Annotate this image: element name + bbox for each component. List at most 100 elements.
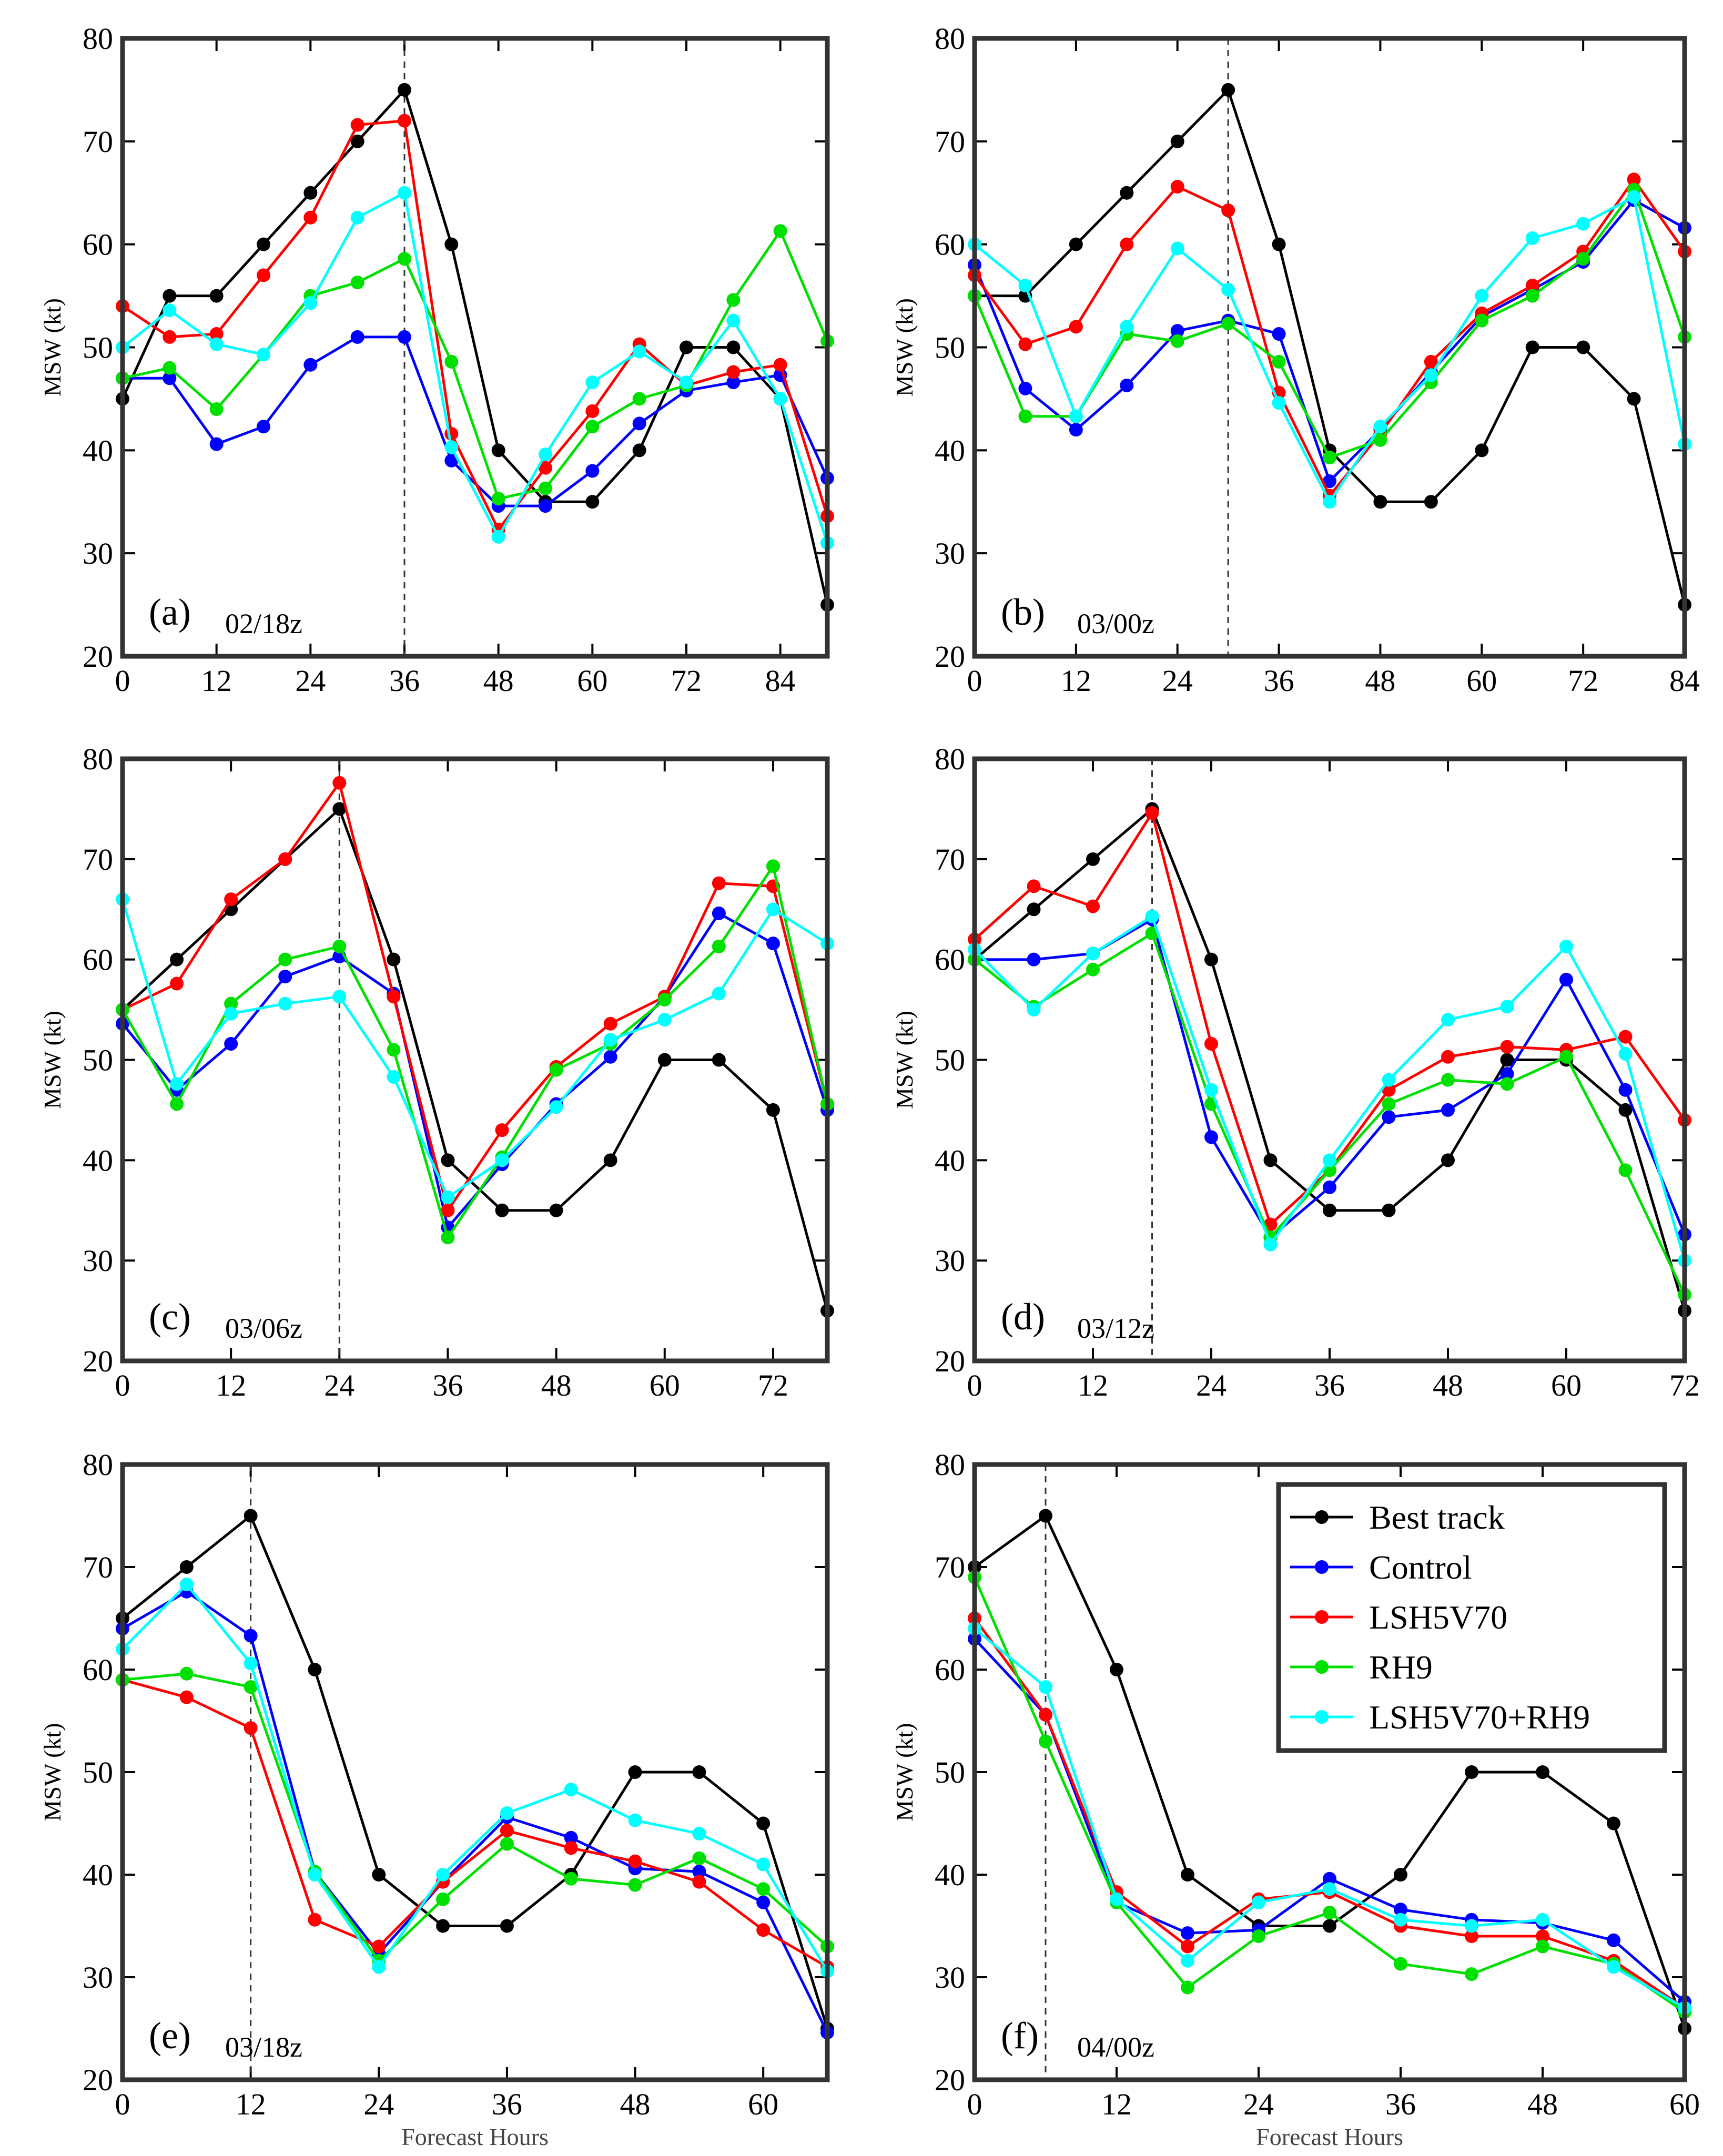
- y-tick-label: 80: [935, 1448, 965, 1482]
- x-tick-label: 0: [115, 1368, 130, 1402]
- y-tick-label: 50: [935, 1043, 965, 1077]
- data-point-rh9: [1618, 1163, 1633, 1177]
- series-line-best: [121, 87, 829, 605]
- chart-panel: 20 30 40 50 60 70 80 0 12 24 36 48 60 72 84 MSW (kt) (b)…: [891, 22, 1700, 698]
- data-point-combo: [436, 1868, 450, 1882]
- data-point-best: [1607, 1816, 1620, 1830]
- data-point-rh9: [1394, 1957, 1407, 1971]
- y-tick-label: 60: [83, 228, 113, 262]
- data-point-control: [632, 416, 646, 431]
- data-point-combo: [1252, 1895, 1265, 1909]
- data-point-best: [1525, 340, 1539, 354]
- data-point-control: [1018, 381, 1032, 395]
- y-tick-label: 20: [935, 1344, 965, 1378]
- data-point-lsh: [628, 1854, 642, 1868]
- data-point-combo: [1394, 1913, 1407, 1927]
- data-point-rh9: [1221, 317, 1235, 331]
- y-tick-label: 60: [935, 228, 965, 262]
- data-point-combo: [539, 448, 552, 462]
- legend-marker-combo: [1315, 1710, 1329, 1724]
- data-point-best: [1500, 1053, 1514, 1067]
- data-point-rh9: [170, 1097, 184, 1111]
- data-point-rh9: [773, 224, 787, 238]
- series-line-rh9: [122, 1672, 828, 1963]
- data-point-combo: [726, 313, 741, 328]
- data-point-combo: [1441, 1013, 1455, 1027]
- series-line-combo: [121, 1582, 829, 1972]
- x-tick-label: 0: [967, 1368, 982, 1402]
- data-point-best: [495, 1203, 509, 1217]
- data-point-rh9: [441, 1230, 455, 1245]
- data-point-combo: [1576, 217, 1590, 231]
- data-point-best: [1181, 1868, 1194, 1882]
- data-point-lsh: [1039, 1707, 1052, 1722]
- data-point-rh9: [585, 420, 600, 434]
- data-point-lsh: [1424, 354, 1438, 369]
- data-point-lsh: [163, 330, 177, 344]
- data-point-rh9: [163, 361, 177, 375]
- data-point-rh9: [1323, 451, 1336, 465]
- y-tick-label: 20: [83, 1344, 113, 1378]
- data-point-best: [170, 952, 184, 967]
- y-tick-label: 20: [935, 2063, 965, 2097]
- data-point-lsh: [398, 114, 411, 128]
- data-point-rh9: [436, 1892, 450, 1906]
- data-point-combo: [1618, 1047, 1633, 1061]
- y-tick-label: 50: [83, 331, 113, 365]
- data-point-combo: [1536, 1913, 1549, 1927]
- y-tick-label: 50: [935, 331, 965, 365]
- data-point-best: [657, 1053, 672, 1067]
- data-point-combo: [387, 1070, 401, 1084]
- x-tick-label: 36: [432, 1368, 463, 1402]
- data-point-control: [1069, 423, 1083, 437]
- panel-letter: (d): [1001, 1296, 1045, 1338]
- data-point-rh9: [1441, 1073, 1455, 1087]
- data-point-best: [712, 1053, 726, 1067]
- data-point-lsh: [257, 268, 270, 282]
- data-point-combo: [564, 1783, 578, 1797]
- data-point-best: [398, 83, 411, 97]
- data-point-combo: [1145, 909, 1159, 923]
- x-tick-label: 24: [1243, 2087, 1274, 2121]
- y-axis-label: MSW (kt): [891, 298, 918, 396]
- data-point-best: [680, 340, 693, 354]
- y-tick-label: 40: [935, 1858, 965, 1892]
- data-point-control: [1500, 1067, 1514, 1081]
- data-point-rh9: [278, 952, 292, 967]
- data-point-rh9: [1559, 1050, 1573, 1064]
- data-point-best: [436, 1919, 450, 1933]
- data-point-control: [1441, 1103, 1455, 1117]
- data-point-rh9: [657, 993, 672, 1006]
- data-point-best: [1272, 237, 1286, 251]
- data-point-control: [539, 499, 552, 513]
- x-tick-label: 12: [1061, 664, 1091, 698]
- data-point-best: [1382, 1203, 1396, 1217]
- data-point-control: [1181, 1926, 1194, 1940]
- data-point-lsh: [603, 1016, 617, 1031]
- data-point-lsh: [303, 210, 318, 225]
- data-point-combo: [1323, 1153, 1336, 1167]
- data-point-lsh: [170, 977, 184, 991]
- data-point-control: [603, 1050, 617, 1064]
- data-point-rh9: [1170, 334, 1184, 348]
- plot-frame: [120, 36, 830, 659]
- series-line-lsh: [122, 1679, 828, 1968]
- y-tick-label: 30: [935, 1244, 965, 1278]
- data-point-best: [1069, 237, 1083, 251]
- y-tick-label: 80: [83, 742, 113, 776]
- series-line-best: [974, 807, 1686, 1311]
- data-point-best: [632, 443, 646, 457]
- x-tick-label: 72: [1568, 664, 1598, 698]
- panel-time: 03/06z: [225, 1313, 302, 1344]
- data-point-lsh: [1170, 180, 1184, 194]
- data-point-combo: [398, 186, 411, 200]
- data-point-rh9: [712, 939, 726, 953]
- data-point-best: [1618, 1103, 1633, 1117]
- data-point-control: [766, 937, 780, 951]
- data-point-best: [1424, 495, 1438, 509]
- data-point-combo: [657, 1013, 672, 1027]
- y-tick-label: 70: [935, 125, 965, 159]
- data-point-best: [1394, 1868, 1407, 1882]
- data-point-lsh: [1181, 1939, 1194, 1954]
- x-tick-label: 0: [115, 2087, 130, 2121]
